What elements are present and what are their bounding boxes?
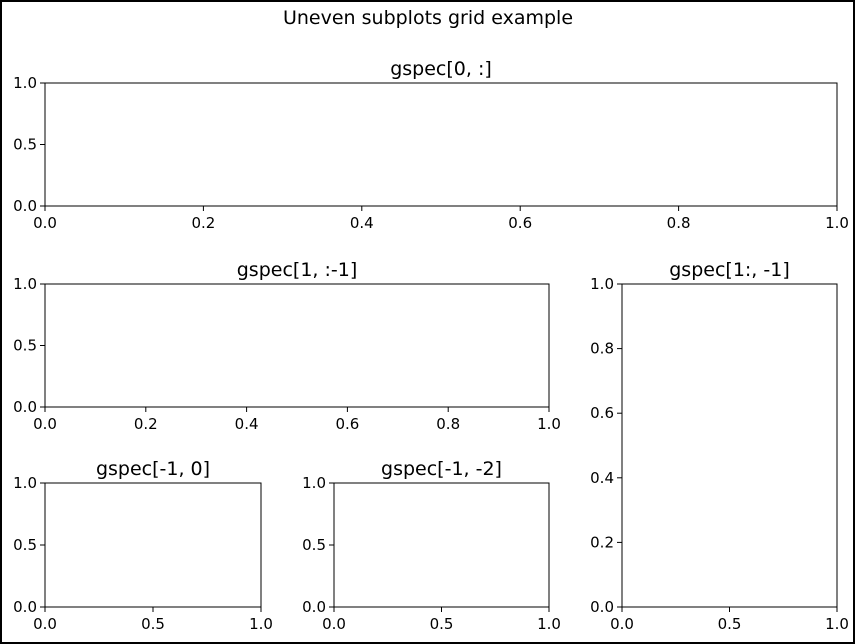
axes-gspec-last-second: gspec[-1, -2] 0.0 0.5 1.0 0.0 0.5 1.0 xyxy=(302,458,561,633)
y-tick-label: 0.0 xyxy=(13,398,37,416)
x-tick-label: 1.0 xyxy=(249,615,273,633)
y-tick-label: 0.2 xyxy=(590,533,614,551)
x-tick-label: 0.0 xyxy=(322,615,346,633)
axes-frame xyxy=(333,482,550,608)
figure-suptitle: Uneven subplots grid example xyxy=(283,7,573,29)
y-tick-label: 0.5 xyxy=(13,337,37,355)
y-tick-label: 1.0 xyxy=(302,474,326,492)
x-tick-label: 0.5 xyxy=(430,615,454,633)
x-tick-label: 0.6 xyxy=(335,415,359,433)
x-tick-label: 0.2 xyxy=(191,214,215,232)
axes-frame xyxy=(621,283,838,608)
axes-title: gspec[-1, -2] xyxy=(381,458,502,480)
y-tick-label: 0.0 xyxy=(302,598,326,616)
x-tick-label: 1.0 xyxy=(825,214,849,232)
x-tick-label: 0.4 xyxy=(350,214,374,232)
x-tick-label: 0.5 xyxy=(718,615,742,633)
axes-frame xyxy=(44,82,838,207)
axes-gspec-0-all: gspec[0, :] 0.0 0.2 0.4 0.6 0.8 1.0 0.0 0.5 1.0 xyxy=(13,58,849,232)
x-tick-label: 0.6 xyxy=(508,214,532,232)
x-tick-label: 0.0 xyxy=(33,214,57,232)
y-tick-label: 0.5 xyxy=(13,136,37,154)
x-tick-label: 1.0 xyxy=(537,415,561,433)
x-tick-label: 0.8 xyxy=(436,415,460,433)
y-tick-label: 1.0 xyxy=(590,275,614,293)
axes-frame xyxy=(44,482,262,608)
y-tick-label: 0.6 xyxy=(590,404,614,422)
axes-gspec-last-first: gspec[-1, 0] 0.0 0.5 1.0 0.0 0.5 1.0 xyxy=(13,458,273,633)
x-tick-label: 0.2 xyxy=(134,415,158,433)
y-tick-label: 0.0 xyxy=(590,598,614,616)
y-tick-label: 0.5 xyxy=(302,536,326,554)
x-tick-label: 1.0 xyxy=(537,615,561,633)
y-tick-label: 1.0 xyxy=(13,474,37,492)
x-tick-label: 0.5 xyxy=(141,615,165,633)
axes-title: gspec[-1, 0] xyxy=(96,458,210,480)
y-tick-label: 0.0 xyxy=(13,197,37,215)
x-tick-label: 0.0 xyxy=(33,615,57,633)
x-tick-label: 0.4 xyxy=(235,415,259,433)
y-tick-label: 0.0 xyxy=(13,598,37,616)
y-tick-label: 0.8 xyxy=(590,340,614,358)
y-tick-label: 1.0 xyxy=(13,74,37,92)
axes-gspec-1-not-last: gspec[1, :-1] 0.0 0.2 0.4 0.6 0.8 1.0 0.0 0.5 1.0 xyxy=(13,259,561,433)
x-tick-label: 1.0 xyxy=(825,615,849,633)
axes-title: gspec[1:, -1] xyxy=(669,259,790,281)
y-tick-label: 0.4 xyxy=(590,469,614,487)
x-tick-label: 0.0 xyxy=(610,615,634,633)
axes-title: gspec[0, :] xyxy=(390,58,492,80)
x-tick-label: 0.0 xyxy=(33,415,57,433)
axes-title: gspec[1, :-1] xyxy=(237,259,358,281)
x-tick-label: 0.8 xyxy=(667,214,691,232)
axes-gspec-rest-last: gspec[1:, -1] 0.0 0.5 1.0 0.0 0.2 0.4 0.6 0.8 1.0 xyxy=(590,259,849,633)
y-tick-label: 1.0 xyxy=(13,275,37,293)
y-tick-label: 0.5 xyxy=(13,536,37,554)
axes-frame xyxy=(44,283,550,408)
